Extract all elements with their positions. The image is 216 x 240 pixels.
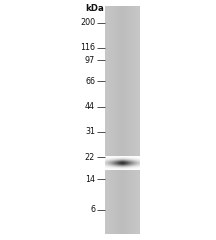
Text: 66: 66: [85, 77, 95, 86]
Text: 14: 14: [85, 175, 95, 184]
Text: 200: 200: [80, 18, 95, 27]
Text: 97: 97: [85, 56, 95, 65]
Text: 31: 31: [85, 127, 95, 136]
Text: 22: 22: [85, 153, 95, 162]
Text: 6: 6: [90, 205, 95, 215]
Text: 116: 116: [80, 43, 95, 53]
Text: kDa: kDa: [85, 4, 104, 13]
Text: 44: 44: [85, 102, 95, 111]
Bar: [105, 6, 139, 234]
